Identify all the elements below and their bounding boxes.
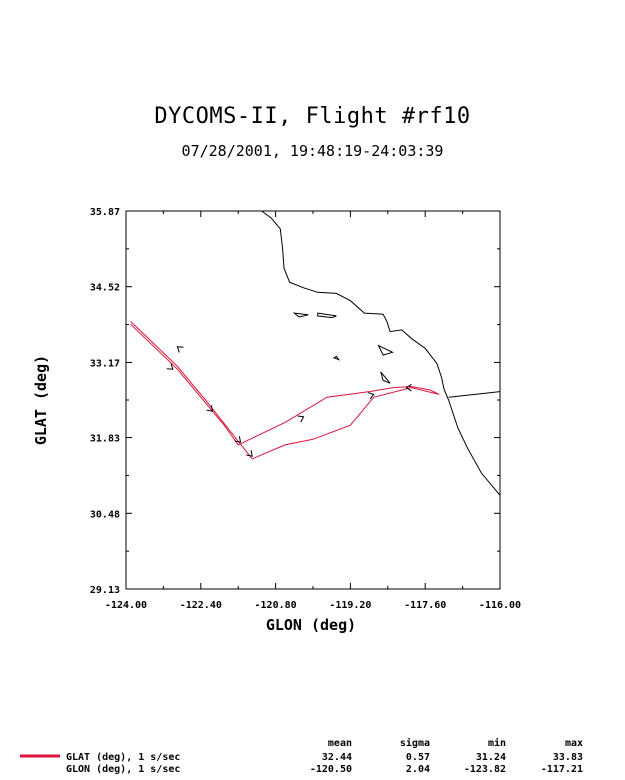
direction-arrow-1: [166, 363, 174, 370]
x-tick-label-2: -122.40: [180, 600, 222, 611]
x-axis-label: GLON (deg): [266, 616, 356, 634]
y-tick-label-1: 29.13: [90, 585, 120, 596]
stats-glon-mean: -120.50: [310, 764, 352, 775]
stats-glon-min: -123.82: [464, 764, 506, 775]
island-5: [332, 355, 341, 361]
direction-arrow-8: [176, 346, 184, 353]
legend: GLAT (deg), 1 s/sec GLON (deg), 1 s/sec …: [20, 737, 583, 775]
y-tick-label-2: 30.48: [90, 509, 120, 520]
legend-row-1-label: GLAT (deg), 1 s/sec: [66, 752, 180, 763]
direction-arrow-6: [367, 392, 375, 400]
stats-glon-max: -117.21: [541, 764, 583, 775]
y-tick-label-6: 35.87: [90, 207, 120, 218]
plot-frame: [125, 210, 501, 590]
direction-arrow-7: [405, 383, 412, 392]
stats-glat-mean: 32.44: [322, 752, 352, 763]
stats-header-mean: mean: [328, 738, 352, 749]
stats-glat-max: 33.83: [553, 752, 583, 763]
island-2: [292, 312, 309, 318]
direction-arrow-4: [246, 450, 253, 457]
border-line: [448, 391, 500, 398]
x-tick-label-4: -119.20: [329, 600, 371, 611]
coastline: [261, 211, 500, 496]
y-tick-label-3: 31.83: [90, 434, 120, 445]
stats-glat-sigma: 0.57: [406, 752, 430, 763]
direction-arrow-5: [297, 415, 305, 423]
glat-glon-track: [130, 321, 440, 460]
y-axis-label: GLAT (deg): [32, 355, 50, 445]
direction-arrow-3: [234, 436, 242, 443]
x-tick-label-5: -117.60: [404, 600, 446, 611]
direction-arrow-2: [206, 405, 214, 412]
x-tick-label-6: -116.00: [479, 600, 521, 611]
chart-title: DYCOMS-II, Flight #rf10: [154, 104, 471, 129]
chart-subtitle: 07/28/2001, 19:48:19-24:03:39: [181, 142, 444, 160]
stats-header-sigma: sigma: [400, 737, 430, 749]
stats-header-max: max: [565, 738, 583, 749]
legend-row-2-label: GLON (deg), 1 s/sec: [66, 764, 180, 775]
x-tick-label-3: -120.80: [255, 600, 297, 611]
stats-header-min: min: [488, 737, 506, 749]
stats-glon-sigma: 2.04: [406, 764, 430, 775]
x-tick-label-1: -124.00: [105, 600, 147, 611]
island-1: [317, 312, 337, 319]
stats-glat-min: 31.24: [476, 752, 506, 763]
y-tick-label-4: 33.17: [90, 358, 120, 369]
island-3: [377, 344, 394, 356]
y-tick-label-5: 34.52: [90, 283, 120, 294]
island-4: [380, 371, 391, 384]
